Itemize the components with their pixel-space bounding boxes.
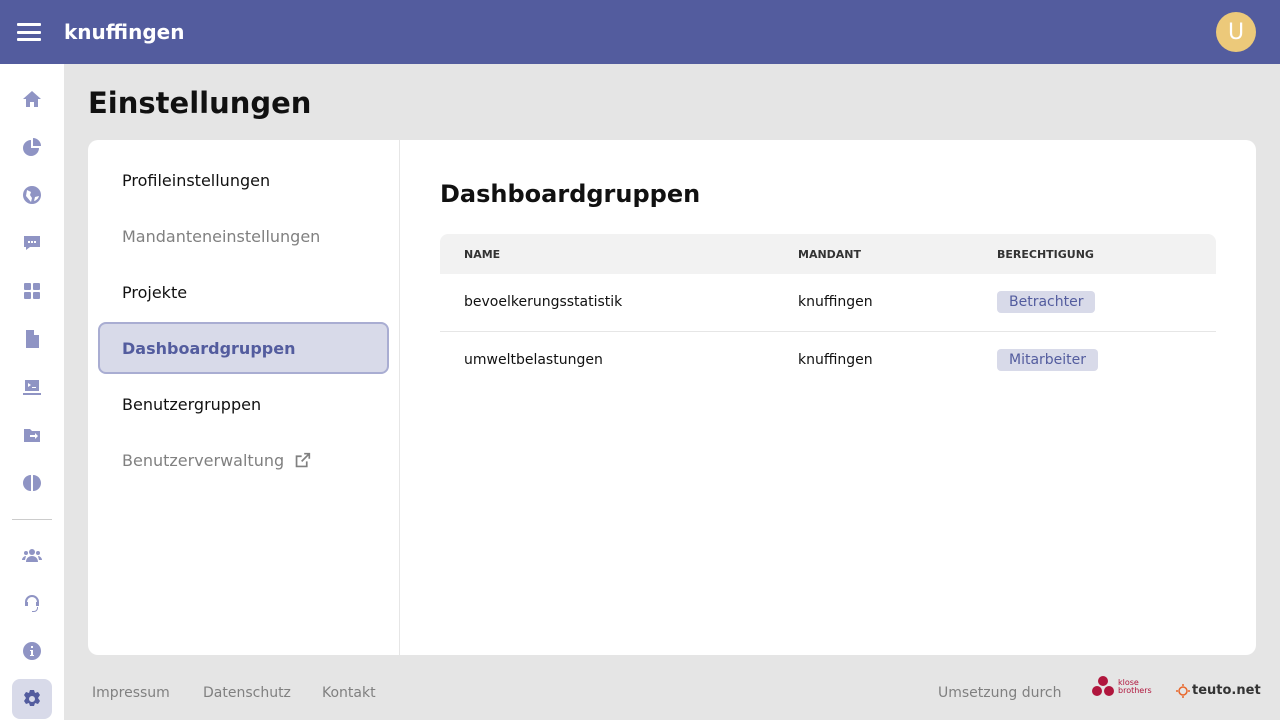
nav-benutzergruppen[interactable]: Benutzergruppen xyxy=(98,378,389,430)
info-icon[interactable] xyxy=(12,631,52,671)
settings-icon[interactable] xyxy=(12,679,52,719)
globe-icon[interactable] xyxy=(12,175,52,215)
terminal-icon[interactable] xyxy=(12,367,52,407)
column-header-mandant: MANDANT xyxy=(774,234,973,274)
footer-credit: Umsetzung durch xyxy=(938,685,1062,701)
cell-mandant: knuffingen xyxy=(774,274,973,332)
footer-link-kontakt[interactable]: Kontakt xyxy=(322,685,376,701)
sidebar-divider xyxy=(12,519,52,520)
column-header-name: NAME xyxy=(440,234,774,274)
table-row[interactable]: bevoelkerungsstatistik knuffingen Betrac… xyxy=(440,274,1216,332)
chart-pie-icon[interactable] xyxy=(12,127,52,167)
users-icon[interactable] xyxy=(12,535,52,575)
cell-name: umweltbelastungen xyxy=(464,351,603,368)
main-content: Dashboardgruppen NAME MANDANT BERECHTIGU… xyxy=(400,140,1256,655)
settings-nav: Profileinstellungen Mandanteneinstellung… xyxy=(88,140,400,655)
nav-label: Profileinstellungen xyxy=(122,170,271,190)
nav-mandanteneinstellungen[interactable]: Mandanteneinstellungen xyxy=(98,210,389,262)
settings-card: Profileinstellungen Mandanteneinstellung… xyxy=(88,140,1256,655)
footer-link-impressum[interactable]: Impressum xyxy=(92,685,170,701)
nav-label: Dashboardgruppen xyxy=(122,338,296,358)
app-name[interactable]: knuffingen xyxy=(64,20,185,44)
cell-mandant: knuffingen xyxy=(798,351,873,368)
folder-move-icon[interactable] xyxy=(12,415,52,455)
dashboard-groups-table: NAME MANDANT BERECHTIGUNG bevoelkerungss… xyxy=(440,234,1216,388)
external-link-icon xyxy=(295,452,311,467)
permission-badge: Betrachter xyxy=(997,291,1096,314)
file-icon[interactable] xyxy=(12,319,52,359)
headset-icon[interactable] xyxy=(12,583,52,623)
nav-label: Projekte xyxy=(122,282,188,302)
chat-icon[interactable] xyxy=(12,223,52,263)
table-row[interactable]: umweltbelastungen knuffingen Mitarbeiter xyxy=(440,331,1216,388)
dashboard-icon[interactable] xyxy=(12,271,52,311)
sidebar xyxy=(0,64,64,720)
section-title: Dashboardgruppen xyxy=(440,180,701,208)
nav-dashboardgruppen[interactable]: Dashboardgruppen xyxy=(98,322,389,374)
teuto-net-logo[interactable]: teuto.net xyxy=(1176,683,1261,698)
hamburger-menu-icon[interactable] xyxy=(17,23,41,41)
logo-text: teuto.net xyxy=(1192,683,1261,698)
nav-label: Benutzerverwaltung xyxy=(122,450,285,470)
nav-projekte[interactable]: Projekte xyxy=(98,266,389,318)
nav-profileinstellungen[interactable]: Profileinstellungen xyxy=(98,154,389,206)
nav-label: Mandanteneinstellungen xyxy=(122,226,321,246)
page-title: Einstellungen xyxy=(88,86,312,120)
brain-icon[interactable] xyxy=(12,463,52,503)
nav-label: Benutzergruppen xyxy=(122,394,262,414)
avatar[interactable]: U xyxy=(1216,12,1256,52)
top-bar: knuffingen U xyxy=(0,0,1280,64)
footer-link-datenschutz[interactable]: Datenschutz xyxy=(203,685,291,701)
logo-text: klose brothers xyxy=(1118,678,1152,695)
klose-brothers-logo[interactable]: klose brothers xyxy=(1090,675,1152,699)
column-header-berechtigung: BERECHTIGUNG xyxy=(973,234,1216,274)
permission-badge: Mitarbeiter xyxy=(997,348,1099,371)
home-icon[interactable] xyxy=(12,79,52,119)
nav-benutzerverwaltung[interactable]: Benutzerverwaltung xyxy=(98,434,389,486)
cell-name: bevoelkerungsstatistik xyxy=(440,274,774,332)
